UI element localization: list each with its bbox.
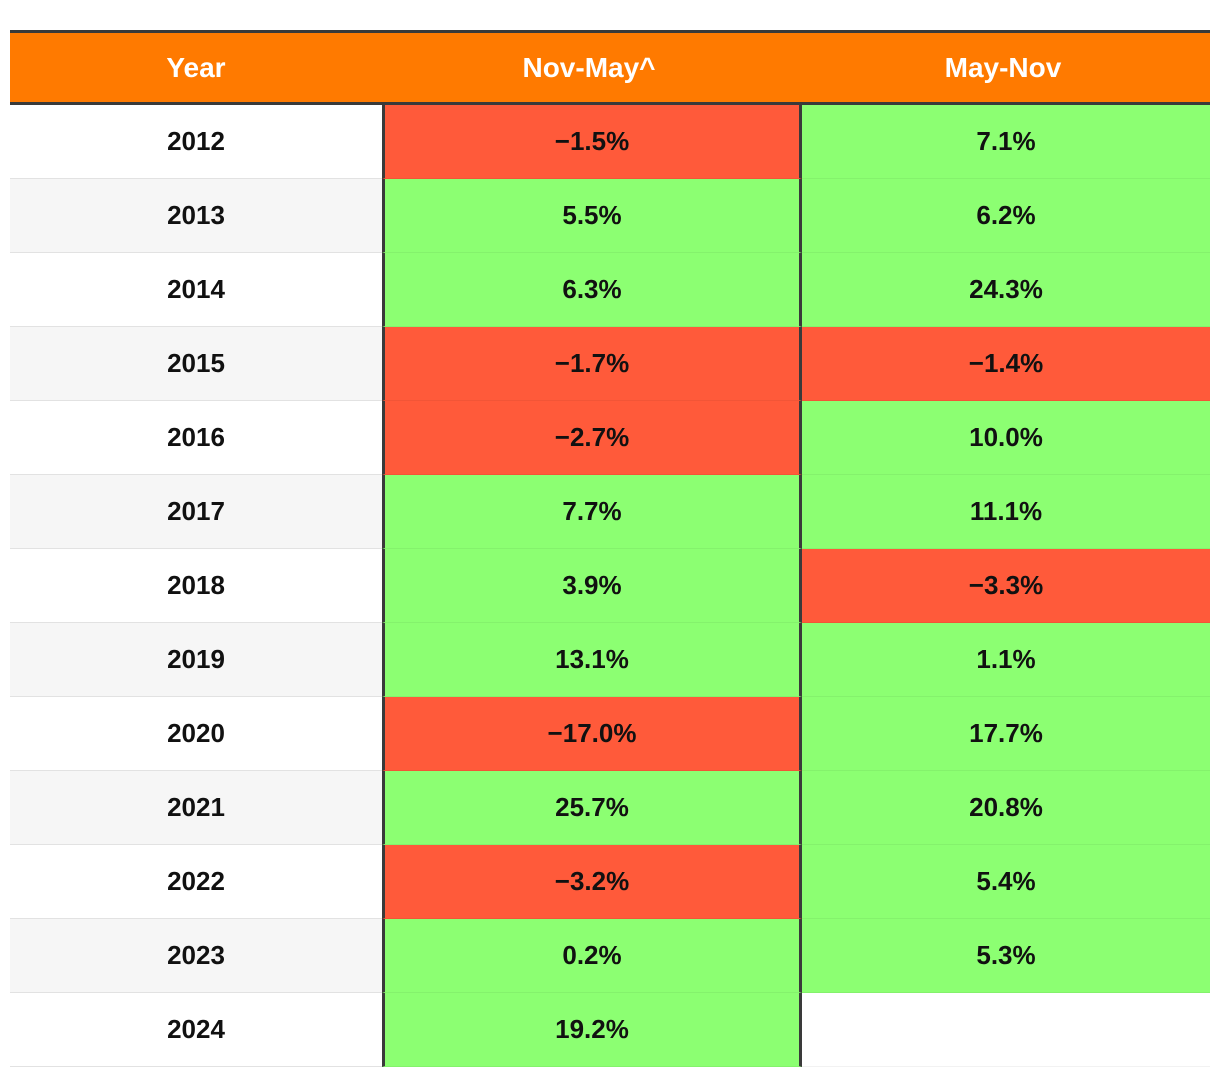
table-body: 2012 −1.5% 7.1% 2013 5.5% 6.2% 2014 6.3% 24.3% 20…	[10, 105, 1210, 1067]
header-may-nov: May-Nov	[944, 51, 1062, 83]
year-cell: 2024	[10, 993, 382, 1067]
table-row: 2016 −2.7% 10.0%	[10, 401, 1210, 475]
returns-table: Year Nov-May^ May-Nov 2012 −1.5% 7.1% 2013 5…	[10, 30, 1210, 1067]
year-cell: 2018	[10, 549, 382, 623]
may-nov-cell: 17.7%	[802, 697, 1210, 771]
table-row: 2020 −17.0% 17.7%	[10, 697, 1210, 771]
may-nov-cell: 20.8%	[802, 771, 1210, 845]
nov-may-cell: 6.3%	[382, 253, 802, 327]
year-cell: 2012	[10, 105, 382, 179]
nov-may-cell: −1.7%	[382, 327, 802, 401]
table-row: 2015 −1.7% −1.4%	[10, 327, 1210, 401]
table-row: 2018 3.9% −3.3%	[10, 549, 1210, 623]
nov-may-cell: −2.7%	[382, 401, 802, 475]
year-cell: 2016	[10, 401, 382, 475]
table-row: 2023 0.2% 5.3%	[10, 919, 1210, 993]
year-cell: 2015	[10, 327, 382, 401]
nov-may-cell: 25.7%	[382, 771, 802, 845]
may-nov-cell: −3.3%	[802, 549, 1210, 623]
may-nov-cell: 24.3%	[802, 253, 1210, 327]
nov-may-cell: 0.2%	[382, 919, 802, 993]
nov-may-cell: −17.0%	[382, 697, 802, 771]
header-year: Year	[166, 51, 226, 83]
table-row: 2021 25.7% 20.8%	[10, 771, 1210, 845]
nov-may-cell: 19.2%	[382, 993, 802, 1067]
table-header-row: Year Nov-May^ May-Nov	[10, 33, 1210, 105]
may-nov-cell: 5.3%	[802, 919, 1210, 993]
year-cell: 2019	[10, 623, 382, 697]
header-nov-may: Nov-May^	[522, 51, 656, 83]
year-cell: 2022	[10, 845, 382, 919]
may-nov-cell	[802, 993, 1210, 1067]
may-nov-cell: 1.1%	[802, 623, 1210, 697]
table-row: 2019 13.1% 1.1%	[10, 623, 1210, 697]
year-cell: 2013	[10, 179, 382, 253]
year-cell: 2023	[10, 919, 382, 993]
may-nov-cell: 5.4%	[802, 845, 1210, 919]
nov-may-cell: 3.9%	[382, 549, 802, 623]
year-cell: 2014	[10, 253, 382, 327]
may-nov-cell: 6.2%	[802, 179, 1210, 253]
table-top-rule	[10, 30, 1210, 33]
nov-may-cell: 13.1%	[382, 623, 802, 697]
nov-may-cell: 7.7%	[382, 475, 802, 549]
year-cell: 2017	[10, 475, 382, 549]
may-nov-cell: −1.4%	[802, 327, 1210, 401]
may-nov-cell: 7.1%	[802, 105, 1210, 179]
nov-may-cell: 5.5%	[382, 179, 802, 253]
year-cell: 2021	[10, 771, 382, 845]
table-row: 2012 −1.5% 7.1%	[10, 105, 1210, 179]
table-row: 2022 −3.2% 5.4%	[10, 845, 1210, 919]
nov-may-cell: −3.2%	[382, 845, 802, 919]
table-row: 2013 5.5% 6.2%	[10, 179, 1210, 253]
nov-may-cell: −1.5%	[382, 105, 802, 179]
table-row: 2014 6.3% 24.3%	[10, 253, 1210, 327]
year-cell: 2020	[10, 697, 382, 771]
table-row: 2017 7.7% 11.1%	[10, 475, 1210, 549]
may-nov-cell: 10.0%	[802, 401, 1210, 475]
table-row: 2024 19.2%	[10, 993, 1210, 1067]
may-nov-cell: 11.1%	[802, 475, 1210, 549]
